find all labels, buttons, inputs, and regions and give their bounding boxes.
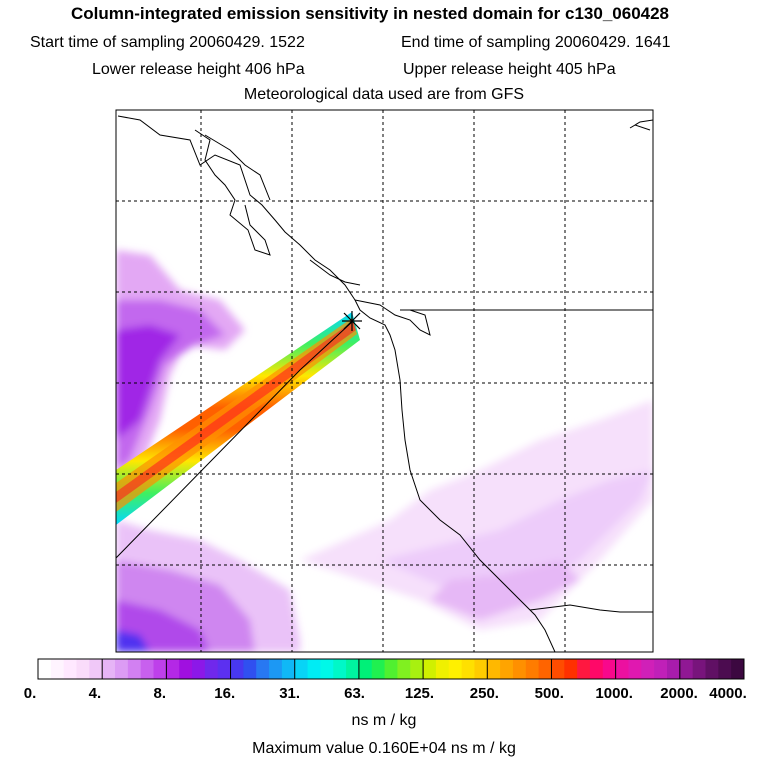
colorbar-cell [371, 659, 386, 679]
colorbar-cell [217, 659, 232, 679]
colorbar-cell [38, 659, 52, 679]
colorbar-cell [179, 659, 193, 679]
maximum-value-label: Maximum value 0.160E+04 ns m / kg [252, 740, 516, 757]
colorbar-cell [243, 659, 257, 679]
met-data-label: Meteorological data used are from GFS [243, 86, 525, 103]
chart-title: Column-integrated emission sensitivity i… [70, 4, 670, 23]
colorbar-tick-label: 250. [469, 685, 499, 702]
colorbar-cell [397, 659, 411, 679]
colorbar-tick-label: 125. [404, 685, 435, 702]
colorbar-cell [525, 659, 540, 679]
colorbar-frame [37, 658, 745, 680]
colorbar-cell [551, 659, 565, 679]
colorbar-cell [448, 659, 463, 679]
colorbar-cell [487, 659, 501, 679]
colorbar-cell [705, 659, 719, 679]
colorbar-cell [307, 659, 321, 679]
colorbar-cell [115, 659, 129, 679]
colorbar-cell [230, 659, 244, 679]
colorbar-tick-label: 1000. [595, 685, 633, 702]
colorbar-cell [281, 659, 296, 679]
colorbar-cell [423, 659, 437, 679]
colorbar-cell [718, 659, 732, 679]
colorbar-cell [474, 659, 488, 679]
map-frame [115, 109, 654, 653]
colorbar-cell [731, 659, 745, 679]
colorbar-tick-label: 2000. [660, 685, 698, 702]
colorbar-cell [320, 659, 334, 679]
colorbar-cell [204, 659, 219, 679]
colorbar-cell [333, 659, 347, 679]
colorbar-cell [384, 659, 398, 679]
colorbar-tick-label: 31. [279, 685, 301, 702]
colorbar-cell [89, 659, 103, 679]
upper-release-height: Upper release height 405 hPa [403, 61, 616, 78]
colorbar-cell [589, 659, 604, 679]
colorbar-cell [577, 659, 591, 679]
colorbar-tick-label: 0. [23, 685, 37, 702]
colorbar-tick-label: 4. [88, 685, 102, 702]
colorbar-cell [63, 659, 78, 679]
end-time-label: End time of sampling 20060429. 1641 [401, 34, 671, 51]
colorbar-tick-label: 4000. [709, 685, 747, 702]
colorbar-cell [256, 659, 270, 679]
lower-release-height: Lower release height 406 hPa [92, 61, 305, 78]
colorbar-cell [512, 659, 527, 679]
colorbar-cell [435, 659, 450, 679]
colorbar-separators [101, 659, 681, 679]
colorbar-cell [140, 659, 155, 679]
colorbar-tick-label: 16. [214, 685, 236, 702]
colorbar-cell [461, 659, 475, 679]
colorbar-cells [38, 659, 745, 679]
coastlines [116, 115, 653, 652]
colorbar-cell [666, 659, 681, 679]
colorbar-tick-label: 8. [153, 685, 167, 702]
start-time-label: Start time of sampling 20060429. 1522 [30, 34, 305, 51]
colorbar-cell [641, 659, 655, 679]
colorbar-cell [410, 659, 424, 679]
colorbar-cell [153, 659, 167, 679]
colorbar-cell [500, 659, 514, 679]
colorbar-cell [76, 659, 90, 679]
colorbar-cell [269, 659, 283, 679]
colorbar-unit-label: ns m / kg [351, 712, 417, 729]
colorbar-cell [127, 659, 142, 679]
colorbar-cell [192, 659, 206, 679]
grid-lines [116, 110, 653, 652]
colorbar-cell [102, 659, 116, 679]
colorbar-cell [602, 659, 617, 679]
colorbar-cell [538, 659, 552, 679]
colorbar-cell [346, 659, 360, 679]
colorbar-cell [564, 659, 578, 679]
colorbar-cell [358, 659, 373, 679]
colorbar-cell [654, 659, 668, 679]
colorbar-cell [50, 659, 65, 679]
colorbar-cell [679, 659, 694, 679]
colorbar-cell [615, 659, 629, 679]
colorbar-cell [692, 659, 706, 679]
colorbar-cell [628, 659, 642, 679]
colorbar-cell [294, 659, 309, 679]
receptor-star-icon [342, 311, 362, 331]
colorbar-cell [166, 659, 180, 679]
colorbar-tick-label: 63. [344, 685, 365, 702]
colorbar-tick-label: 500. [534, 685, 564, 702]
plume [116, 312, 360, 525]
